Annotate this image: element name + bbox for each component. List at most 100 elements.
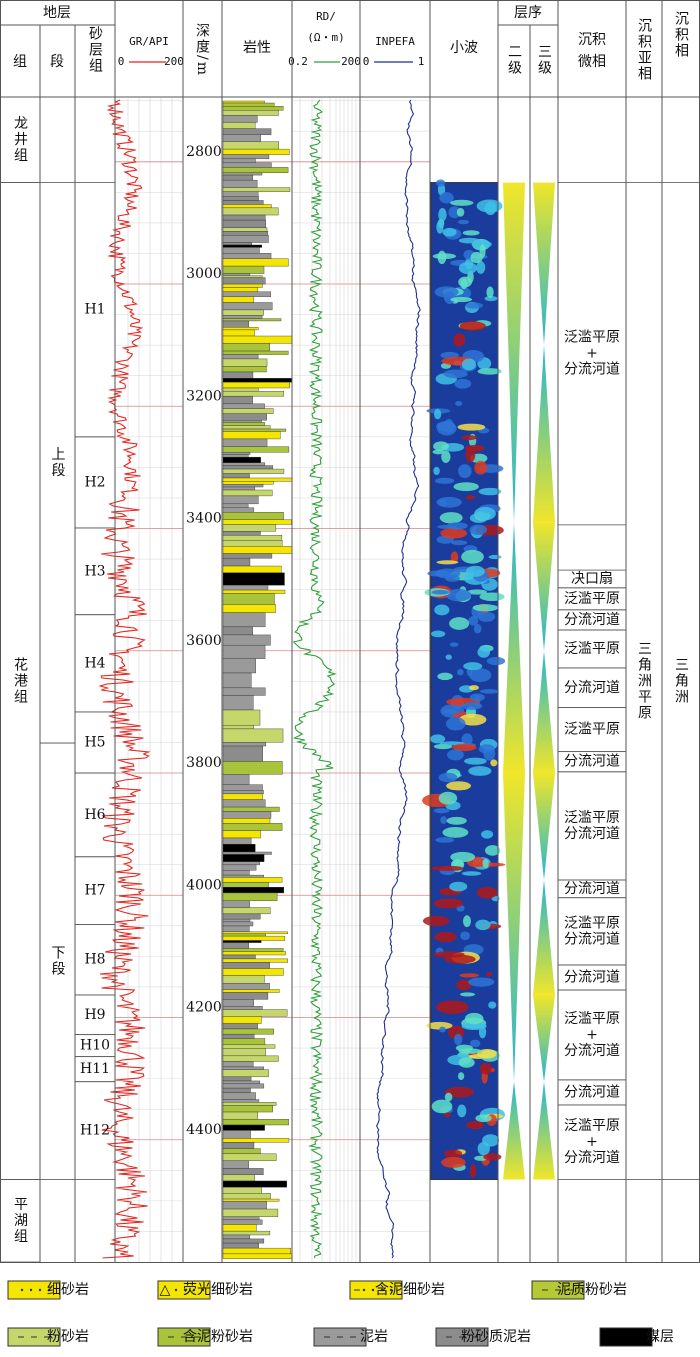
wavelet-blob bbox=[469, 693, 485, 702]
legend-label: 细砂岩 bbox=[47, 1282, 89, 1298]
microfacies-label: 分流河道 bbox=[564, 754, 620, 770]
wavelet-blob bbox=[433, 898, 464, 909]
lithology-bed bbox=[222, 273, 251, 276]
wavelet-blob bbox=[475, 919, 491, 931]
microfacies-label: 分流河道 bbox=[564, 680, 620, 696]
lithology-bed bbox=[222, 219, 266, 228]
wavelet-blob bbox=[476, 886, 498, 899]
lithology-bed bbox=[222, 244, 263, 248]
lithology-bed bbox=[222, 425, 271, 430]
wavelet-blob bbox=[469, 524, 488, 536]
sequence-triangle bbox=[533, 522, 555, 651]
lithology-bed bbox=[222, 1044, 276, 1049]
wavelet-blob bbox=[486, 656, 506, 666]
microfacies-label: 决口扇 bbox=[571, 571, 613, 587]
lithology-bed bbox=[222, 235, 269, 243]
legend-swatch bbox=[7, 1280, 61, 1300]
lithology-bed bbox=[222, 128, 272, 135]
wavelet-blob bbox=[427, 570, 451, 577]
lithology-bed bbox=[222, 992, 269, 1000]
lithology-bed bbox=[222, 784, 263, 791]
lithology-bed bbox=[222, 864, 257, 871]
lithology-bed bbox=[222, 1087, 251, 1093]
lithology-bed bbox=[222, 806, 280, 812]
wavelet-blob bbox=[477, 611, 496, 622]
wavelet-blob bbox=[470, 251, 483, 264]
legend-label: 泥岩 bbox=[360, 1329, 388, 1345]
lithology-bed bbox=[222, 258, 289, 267]
wavelet-blob bbox=[468, 977, 495, 987]
wavelet-blob bbox=[461, 733, 473, 746]
lithology-bed bbox=[222, 1200, 267, 1210]
lithology-bed bbox=[222, 968, 284, 976]
wavelet-blob bbox=[439, 192, 454, 204]
members-label: 下段 bbox=[50, 945, 66, 977]
lithology-bed bbox=[222, 881, 269, 888]
wavelet-blob bbox=[431, 865, 464, 871]
lithology-bed bbox=[222, 489, 273, 497]
lithology-bed bbox=[222, 200, 264, 205]
wavelet-blob bbox=[441, 1157, 466, 1168]
lithology-bed bbox=[222, 477, 293, 482]
formations-label: 平湖组 bbox=[12, 1197, 28, 1245]
wavelet-blob bbox=[434, 286, 459, 298]
legend-dot bbox=[192, 1288, 196, 1292]
wavelet-blob bbox=[459, 321, 486, 331]
lithology-bed bbox=[222, 431, 281, 440]
wavelet-blob bbox=[464, 1012, 484, 1025]
lithology-bed bbox=[222, 354, 259, 360]
lithology-bed bbox=[222, 975, 265, 984]
lithology-bed bbox=[222, 811, 272, 819]
wavelet-blob bbox=[474, 506, 496, 521]
lithology-bed bbox=[222, 557, 251, 567]
wavelet-blob bbox=[433, 808, 450, 814]
lithology-bed bbox=[222, 419, 262, 423]
lithology-bed bbox=[222, 343, 270, 352]
wavelet-blob bbox=[454, 1033, 463, 1046]
legend-label: 泥质粉砂岩 bbox=[557, 1282, 627, 1298]
wavelet-blob bbox=[447, 749, 464, 761]
wavelet-blob bbox=[450, 199, 474, 206]
lithology-bed bbox=[222, 358, 268, 367]
lithology-bed bbox=[222, 925, 250, 933]
lithology-bed bbox=[222, 179, 258, 188]
lithology-bed bbox=[222, 790, 264, 795]
lithology-bed bbox=[222, 291, 272, 297]
legend-swatch bbox=[599, 1327, 653, 1347]
wavelet-blob bbox=[459, 992, 476, 997]
formations-label: 花港组 bbox=[12, 657, 28, 705]
lithology-bed bbox=[222, 1055, 279, 1062]
wavelet-blob bbox=[438, 772, 458, 783]
wavelet-blob bbox=[438, 791, 458, 805]
lithology-bed bbox=[222, 634, 271, 646]
wavelet-blob bbox=[457, 219, 470, 225]
lithology-bed bbox=[222, 329, 255, 337]
lithology-bed bbox=[222, 115, 258, 123]
microfacies-label: 泛滥平原 bbox=[564, 591, 620, 607]
lithology-bed bbox=[222, 512, 284, 520]
wavelet-blob bbox=[454, 378, 472, 389]
scale-min: 0.2 bbox=[288, 55, 308, 68]
depth-tick-label: 2800 bbox=[186, 144, 222, 160]
wavelet-blob bbox=[458, 464, 472, 479]
wavelet-blob bbox=[462, 915, 471, 928]
lithology-bed bbox=[222, 302, 273, 311]
lithology-bed bbox=[222, 962, 270, 969]
lithology-bed bbox=[222, 507, 255, 513]
lithology-bed bbox=[222, 861, 260, 866]
lithology-bed bbox=[222, 227, 268, 232]
wavelet-blob bbox=[437, 672, 453, 681]
lithology-bed bbox=[222, 907, 271, 915]
lithology-bed bbox=[222, 1016, 262, 1024]
header: 沉积 bbox=[578, 32, 606, 48]
lithology-bed bbox=[222, 854, 265, 862]
sand_groups-label: H9 bbox=[84, 1007, 105, 1023]
microfacies-label: 分流河道 bbox=[564, 969, 620, 985]
wavelet-blob bbox=[477, 646, 491, 658]
wavelet-blob bbox=[464, 757, 487, 765]
legend-label: 煤层 bbox=[646, 1329, 674, 1345]
wavelet-blob bbox=[449, 617, 470, 630]
lithology-bed bbox=[222, 851, 272, 855]
lithology-bed bbox=[222, 1238, 265, 1244]
lithology-bed bbox=[222, 844, 256, 853]
